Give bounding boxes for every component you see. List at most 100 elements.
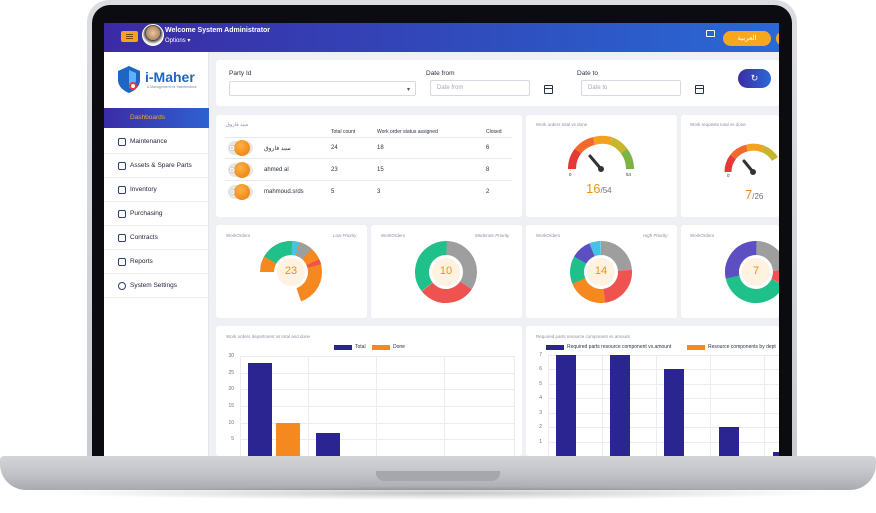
date-from-input[interactable]: Date from bbox=[430, 80, 530, 96]
sidebar-item-contracts[interactable]: Contracts bbox=[104, 226, 209, 250]
gauge-total: /26 bbox=[752, 192, 764, 201]
language-button[interactable]: العربية bbox=[723, 31, 771, 46]
gauge-max: 54 bbox=[626, 172, 632, 177]
user-avatar[interactable] bbox=[142, 24, 164, 46]
grid-line bbox=[240, 406, 514, 407]
sidebar-item-assets[interactable]: Assets & Spare Parts bbox=[104, 154, 209, 178]
gauge-title: Work requests total vs done bbox=[690, 122, 746, 127]
table-name-header: سيد فاروق bbox=[226, 122, 249, 128]
row-assigned: 15 bbox=[377, 167, 384, 173]
grid-line bbox=[548, 398, 779, 400]
logo-icon bbox=[118, 66, 140, 93]
y-tick-label: 30 bbox=[228, 353, 234, 359]
refresh-button[interactable]: ↻ bbox=[738, 69, 771, 88]
bar-total[interactable] bbox=[248, 362, 272, 456]
donut-chart-high bbox=[569, 241, 632, 303]
table-header-closed: Closed bbox=[486, 129, 502, 135]
sidebar-item-purchasing[interactable]: Purchasing bbox=[104, 202, 209, 226]
message-icon[interactable] bbox=[706, 30, 715, 37]
bar-total[interactable] bbox=[316, 432, 340, 456]
y-tick-label: 3 bbox=[539, 409, 542, 416]
party-select[interactable]: ▾ bbox=[229, 81, 416, 96]
sidebar-item-inventory[interactable]: Inventory bbox=[104, 178, 209, 202]
sidebar: i-Maher A Management for maintenance Das… bbox=[104, 52, 209, 456]
bar-required-parts[interactable] bbox=[773, 451, 779, 456]
row-total: 5 bbox=[331, 189, 335, 195]
grid-line bbox=[240, 422, 514, 424]
bar-required-parts[interactable] bbox=[719, 427, 739, 456]
bar-chart-plot-1: 30 25 20 15 10 5 bbox=[216, 326, 522, 456]
grid-line bbox=[240, 439, 514, 441]
row-closed: 8 bbox=[486, 167, 490, 173]
donut-chart-low bbox=[260, 241, 322, 303]
row-total: 24 bbox=[331, 145, 338, 151]
sidebar-item-maintenance[interactable]: Maintenance bbox=[104, 130, 209, 154]
sidebar-item-label: Contracts bbox=[130, 234, 158, 241]
extra-button[interactable] bbox=[776, 31, 779, 46]
donut-subtitle: High Priority bbox=[643, 233, 668, 238]
calendar-icon[interactable] bbox=[695, 85, 704, 94]
report-icon bbox=[118, 258, 126, 266]
bar-done[interactable] bbox=[276, 422, 300, 456]
toggle-knob bbox=[234, 184, 250, 200]
gauge-work-orders bbox=[568, 135, 634, 172]
grid-line bbox=[548, 369, 779, 371]
cart-icon bbox=[118, 210, 126, 218]
row-toggle[interactable]: 0 bbox=[228, 184, 253, 200]
y-tick-label: 4 bbox=[539, 395, 542, 402]
sidebar-item-reports[interactable]: Reports bbox=[104, 250, 209, 274]
y-tick-label: 1 bbox=[539, 438, 542, 445]
grid-line bbox=[548, 355, 549, 456]
row-toggle[interactable]: 0 bbox=[228, 162, 253, 178]
sidebar-item-dashboards[interactable]: Dashboards bbox=[104, 108, 209, 128]
sidebar-item-label: Inventory bbox=[130, 186, 157, 193]
bar-card-parts: Required parts resource component vs amo… bbox=[526, 326, 779, 456]
legend-label-resource: Resource components by dept bbox=[708, 344, 776, 350]
grid-line bbox=[308, 356, 309, 456]
assignee-table-card: سيد فاروق Total count Work order status … bbox=[216, 115, 522, 217]
gauge-total: /54 bbox=[600, 186, 612, 195]
y-tick-label: 5 bbox=[539, 380, 542, 387]
toggle-dot: 0 bbox=[229, 167, 235, 173]
bar-required-parts[interactable] bbox=[556, 355, 576, 456]
calendar-icon[interactable] bbox=[544, 85, 553, 94]
grid-line bbox=[548, 412, 779, 414]
menu-toggle-button[interactable] bbox=[121, 31, 138, 42]
y-tick-label: 6 bbox=[539, 366, 542, 373]
grid-line bbox=[764, 355, 765, 456]
options-dropdown[interactable]: Options ▾ bbox=[165, 38, 191, 44]
chevron-down-icon: ▾ bbox=[406, 87, 410, 93]
grid-line bbox=[240, 372, 514, 374]
donut-card-moderate: WorkOrders Moderate Priority 10 bbox=[371, 225, 522, 318]
bar-required-parts[interactable] bbox=[664, 369, 684, 456]
y-tick-label: 20 bbox=[228, 386, 234, 393]
document-icon bbox=[118, 234, 126, 242]
row-assigned: 18 bbox=[377, 145, 384, 151]
gauge-count: 7 bbox=[745, 187, 753, 202]
date-to-label: Date to bbox=[577, 70, 598, 77]
legend-label-required: Required parts resource component vs.amo… bbox=[567, 344, 672, 350]
sidebar-item-system-settings[interactable]: System Settings bbox=[104, 274, 209, 298]
laptop-opening-notch bbox=[376, 471, 500, 481]
gears-icon bbox=[118, 162, 126, 170]
table-header-total: Total count bbox=[331, 129, 356, 135]
grid-line bbox=[656, 355, 657, 456]
row-total: 23 bbox=[331, 167, 338, 173]
warehouse-icon bbox=[118, 186, 126, 194]
row-toggle[interactable]: 0 bbox=[228, 140, 253, 156]
donut-value: 23 bbox=[284, 265, 298, 277]
donut-subtitle: Moderate Priority bbox=[475, 233, 510, 238]
date-to-input[interactable]: Date to bbox=[581, 80, 681, 96]
donut-card-4: WorkOrders 7 bbox=[681, 225, 779, 318]
bar-required-parts[interactable] bbox=[610, 355, 630, 456]
table-header-assigned: Work order status assigned bbox=[377, 129, 438, 135]
refresh-icon: ↻ bbox=[750, 73, 759, 83]
donut-chart-moderate bbox=[415, 241, 477, 303]
donut-chart-4 bbox=[725, 241, 779, 303]
grid-line bbox=[710, 355, 711, 456]
y-tick-label: 5 bbox=[231, 436, 234, 443]
gauge-card-work-requests: Work requests total vs done 0 7/26 bbox=[681, 115, 779, 217]
toggle-dot: 0 bbox=[229, 145, 235, 151]
gauge-min: 0 bbox=[569, 172, 572, 177]
